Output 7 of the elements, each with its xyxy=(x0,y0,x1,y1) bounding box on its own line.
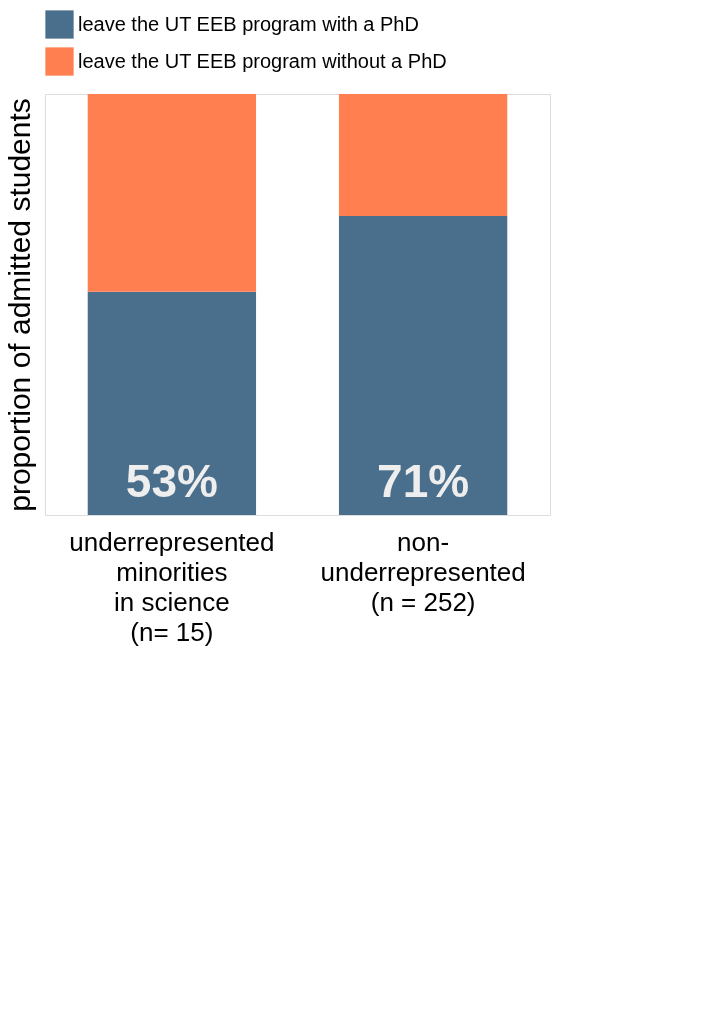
data-label: 71% xyxy=(377,455,470,507)
data-label: 53% xyxy=(125,455,218,507)
legend-label: leave the UT EEB program with a PhD xyxy=(78,12,419,35)
legend-label: leave the UT EEB program without a PhD xyxy=(78,49,447,72)
x-tick-label: non- underrepresented (n = 252) xyxy=(320,526,526,617)
y-axis-title: proportion of admitted students xyxy=(2,98,36,512)
x-tick-label: underrepresented minorities in science (n= 15) xyxy=(69,526,275,647)
